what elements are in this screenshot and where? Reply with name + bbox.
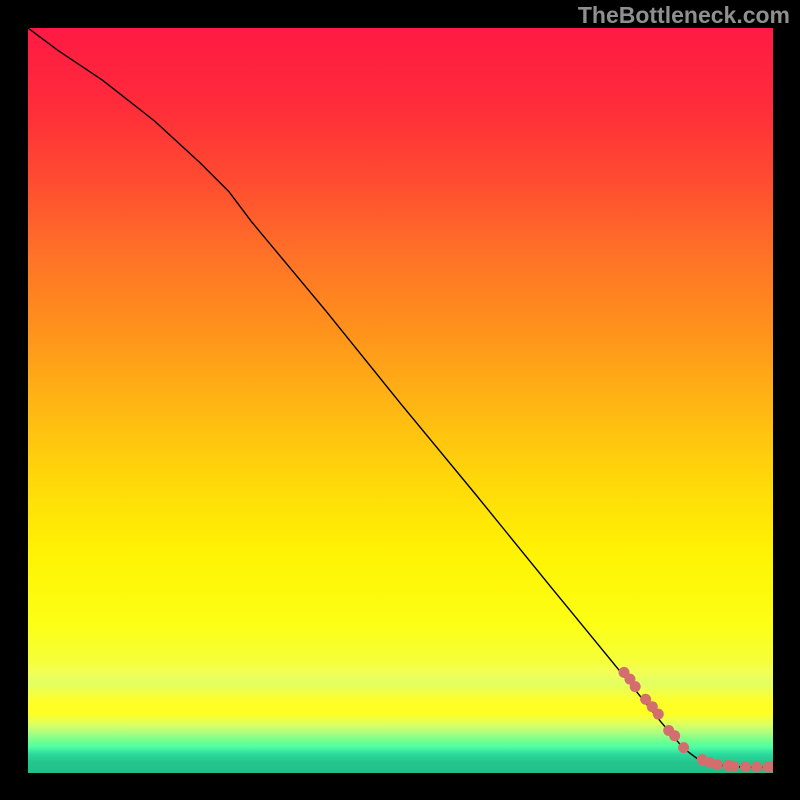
chart-stage: TheBottleneck.com <box>0 0 800 800</box>
watermark-label: TheBottleneck.com <box>578 2 790 29</box>
chart-plot-area <box>28 28 773 773</box>
highlight-marker <box>678 742 689 753</box>
highlight-marker <box>740 761 751 772</box>
highlight-marker <box>751 762 762 773</box>
highlight-marker <box>712 759 723 770</box>
chart-svg <box>28 28 773 773</box>
highlight-marker <box>728 761 739 772</box>
highlight-marker <box>669 730 680 741</box>
chart-background-gradient <box>28 28 773 773</box>
highlight-marker <box>653 709 664 720</box>
highlight-marker <box>630 681 641 692</box>
